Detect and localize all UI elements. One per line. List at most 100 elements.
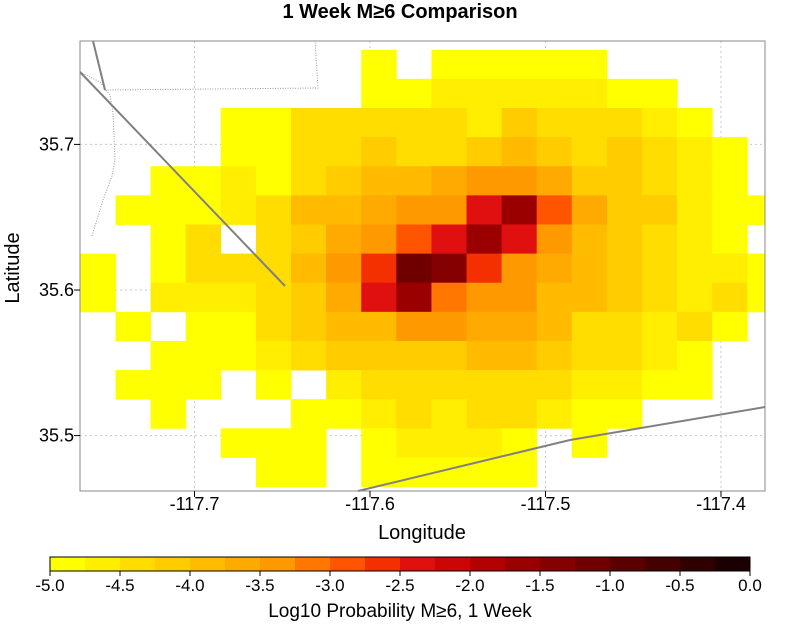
- heatmap-cell: [642, 195, 678, 225]
- heatmap-cell: [501, 137, 538, 167]
- heatmap-cell: [291, 311, 327, 342]
- heatmap-cell: [501, 108, 538, 138]
- colorbar-swatch: [715, 557, 751, 571]
- heatmap-cell: [712, 224, 748, 254]
- heatmap-cell: [642, 137, 678, 167]
- colorbar-tick-label: -4.0: [175, 576, 204, 595]
- colorbar-swatch: [295, 557, 331, 571]
- colorbar-tick-label: -1.0: [595, 576, 624, 595]
- heatmap-cell: [185, 166, 222, 196]
- x-tick-label: -117.4: [696, 494, 746, 514]
- heatmap-cell: [326, 253, 362, 284]
- heatmap-cell: [466, 224, 503, 254]
- heatmap-cell: [326, 166, 362, 196]
- heatmap-cell: [606, 340, 643, 371]
- heatmap-cell: [466, 166, 503, 196]
- heatmap-cell: [501, 78, 538, 109]
- heatmap-cell: [185, 224, 222, 254]
- heatmap-cell: [291, 195, 327, 225]
- heatmap-cell: [431, 428, 467, 458]
- colorbar-swatch: [435, 557, 471, 571]
- heatmap-cell: [255, 253, 292, 284]
- heatmap-cell: [536, 78, 573, 109]
- heatmap-cell: [642, 282, 678, 313]
- heatmap-cell: [501, 428, 538, 458]
- heatmap-cell: [677, 370, 713, 400]
- y-tick-label: 35.6: [39, 280, 74, 300]
- heatmap-cell: [536, 311, 573, 342]
- heatmap-cell: [466, 137, 503, 167]
- heatmap-cell: [361, 457, 397, 487]
- heatmap-cell: [606, 108, 643, 138]
- plot-frame: [79, 40, 766, 492]
- colorbar-tick-label: 0.0: [738, 576, 762, 595]
- heatmap-cell: [255, 224, 292, 254]
- x-axis-label: Longitude: [378, 522, 466, 544]
- heatmap-cell: [220, 282, 257, 313]
- heatmap-cell: [431, 224, 467, 254]
- heatmap-cell: [396, 340, 432, 371]
- fault-line-north: [92, 40, 106, 91]
- heatmap-cell: [255, 166, 292, 196]
- heatmap-cell: [571, 137, 608, 167]
- heatmap-cell: [255, 457, 292, 487]
- heatmap-cell: [712, 253, 748, 284]
- heatmap-cell: [642, 311, 678, 342]
- heatmap-cell: [326, 195, 362, 225]
- heatmap-cell: [501, 253, 538, 284]
- heatmap-cell: [255, 137, 292, 167]
- heatmap-cell: [536, 49, 573, 80]
- heatmap-cell: [396, 253, 432, 284]
- heatmap-cell: [361, 282, 397, 313]
- heatmap-cell: [571, 282, 608, 313]
- heatmap-cell: [220, 253, 257, 284]
- heatmap-cell: [431, 340, 467, 371]
- heatmap-cell: [220, 108, 257, 138]
- heatmap-cell: [606, 166, 643, 196]
- heatmap-cell: [396, 224, 432, 254]
- heatmap-cell: [536, 340, 573, 371]
- heatmap-cell: [677, 137, 713, 167]
- heatmap-cell: [80, 253, 116, 284]
- colorbar: -5.0 -4.5 -4.0 -3.5 -3.0 -2.5 -2.0 -1.5 -1.0 -0.5…: [35, 556, 762, 622]
- colorbar-swatch: [470, 557, 506, 571]
- heatmap-cell: [466, 340, 503, 371]
- x-axis: -117.7 -117.6 -117.5 -117.4: [170, 491, 746, 514]
- heatmap-cell: [501, 311, 538, 342]
- heatmap-cell: [677, 108, 713, 138]
- heatmap-cell: [150, 253, 187, 284]
- heatmap-cell: [712, 282, 748, 313]
- colorbar-swatch: [365, 557, 401, 571]
- colorbar-tick-label: -5.0: [35, 576, 64, 595]
- heatmap-cell: [255, 340, 292, 371]
- heatmap-cell: [220, 195, 257, 225]
- heatmap-cell: [466, 457, 503, 487]
- colorbar-swatch: [505, 557, 541, 571]
- heatmap-cell: [571, 195, 608, 225]
- heatmap-cell: [291, 428, 327, 458]
- heatmap-cell: [326, 224, 362, 254]
- colorbar-swatch: [260, 557, 296, 571]
- heatmap-cell: [361, 399, 397, 429]
- colorbar-swatch: [120, 557, 156, 571]
- heatmap-cell: [431, 108, 467, 138]
- colorbar-swatch: [50, 557, 86, 571]
- heatmap-cell: [501, 195, 538, 225]
- colorbar-tick-label: -4.5: [105, 576, 134, 595]
- heatmap-cell: [396, 282, 432, 313]
- heatmap-cell: [361, 195, 397, 225]
- heatmap-cell: [606, 370, 643, 400]
- heatmap-cell: [150, 282, 187, 313]
- heatmap-cell: [326, 399, 362, 429]
- colorbar-ticks: -5.0 -4.5 -4.0 -3.5 -3.0 -2.5 -2.0 -1.5 -1.0 -0.5…: [35, 571, 762, 595]
- heatmap-cell: [606, 224, 643, 254]
- state-border: [79, 71, 116, 237]
- county-border: [104, 40, 319, 91]
- y-axis-label: Latitude: [2, 232, 24, 303]
- heatmap-cell: [361, 370, 397, 400]
- heatmap-cell: [220, 166, 257, 196]
- heatmap-cell: [466, 311, 503, 342]
- heatmap-cell: [712, 311, 748, 342]
- y-tick-label: 35.5: [39, 426, 74, 446]
